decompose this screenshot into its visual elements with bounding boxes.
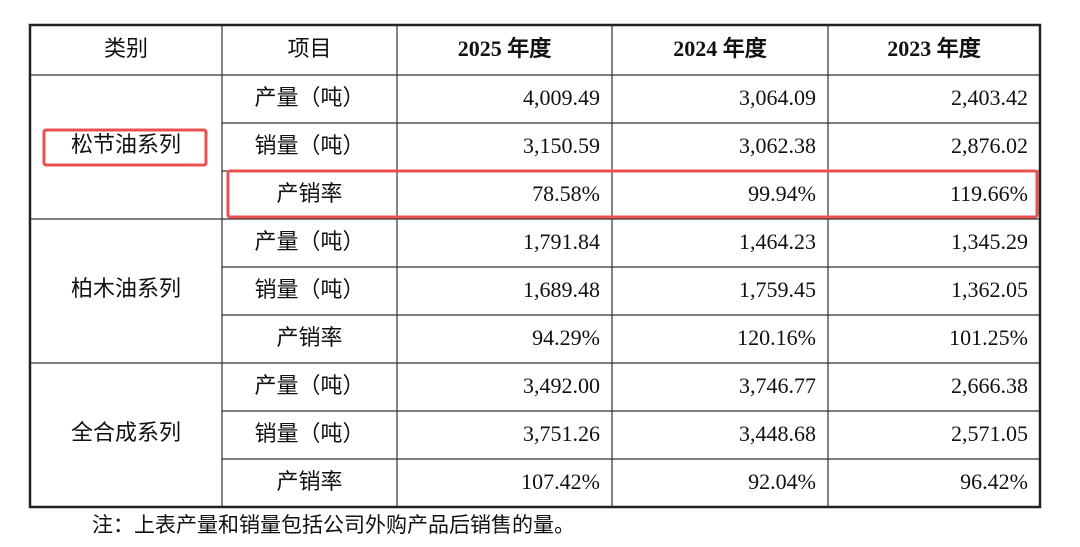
value-cell: 1,759.45 [739,277,816,302]
header-cell: 项目 [287,36,331,61]
item-cell: 销量（吨） [254,277,364,302]
value-cell: 1,362.05 [951,277,1028,302]
item-cell: 销量（吨） [254,421,364,446]
value-cell: 3,492.00 [523,373,600,398]
value-cell: 92.04% [748,469,816,494]
note: 注：上表产量和销量包括公司外购产品后销售的量。 [92,513,575,537]
value-cell: 94.29% [532,325,600,350]
value-cell: 1,791.84 [523,229,600,254]
value-cell: 2,876.02 [951,133,1028,158]
item-cell: 产量（吨） [254,373,364,398]
value-cell: 96.42% [960,469,1028,494]
item-cell: 产销率 [276,181,342,206]
value-cell: 3,062.38 [739,133,816,158]
header-cell: 2024 年度 [673,36,768,61]
value-cell: 120.16% [737,325,816,350]
category-cell: 全合成系列 [71,420,181,445]
value-cell: 1,464.23 [739,229,816,254]
header-cell: 2025 年度 [458,36,553,61]
item-cell: 产销率 [276,469,342,494]
value-cell: 2,571.05 [951,421,1028,446]
header-cell: 类别 [104,36,148,61]
value-cell: 78.58% [532,181,600,206]
category-cell: 松节油系列 [71,132,181,157]
header-cell: 2023 年度 [887,36,982,61]
item-cell: 产销率 [276,325,342,350]
value-cell: 3,751.26 [523,421,600,446]
value-cell: 4,009.49 [523,85,600,110]
highlight-box [226,169,1039,219]
value-cell: 3,448.68 [739,421,816,446]
value-cell: 2,403.42 [951,85,1028,110]
value-cell: 3,150.59 [523,133,600,158]
item-cell: 销量（吨） [254,133,364,158]
highlight-box [42,128,208,167]
value-cell: 107.42% [521,469,600,494]
value-cell: 3,064.09 [739,85,816,110]
item-cell: 产量（吨） [254,229,364,254]
value-cell: 1,345.29 [951,229,1028,254]
value-cell: 3,746.77 [739,373,816,398]
value-cell: 119.66% [950,181,1028,206]
value-cell: 2,666.38 [951,373,1028,398]
item-cell: 产量（吨） [254,85,364,110]
value-cell: 101.25% [949,325,1028,350]
value-cell: 99.94% [748,181,816,206]
category-cell: 柏木油系列 [71,276,181,301]
table-border [28,23,1042,509]
value-cell: 1,689.48 [523,277,600,302]
